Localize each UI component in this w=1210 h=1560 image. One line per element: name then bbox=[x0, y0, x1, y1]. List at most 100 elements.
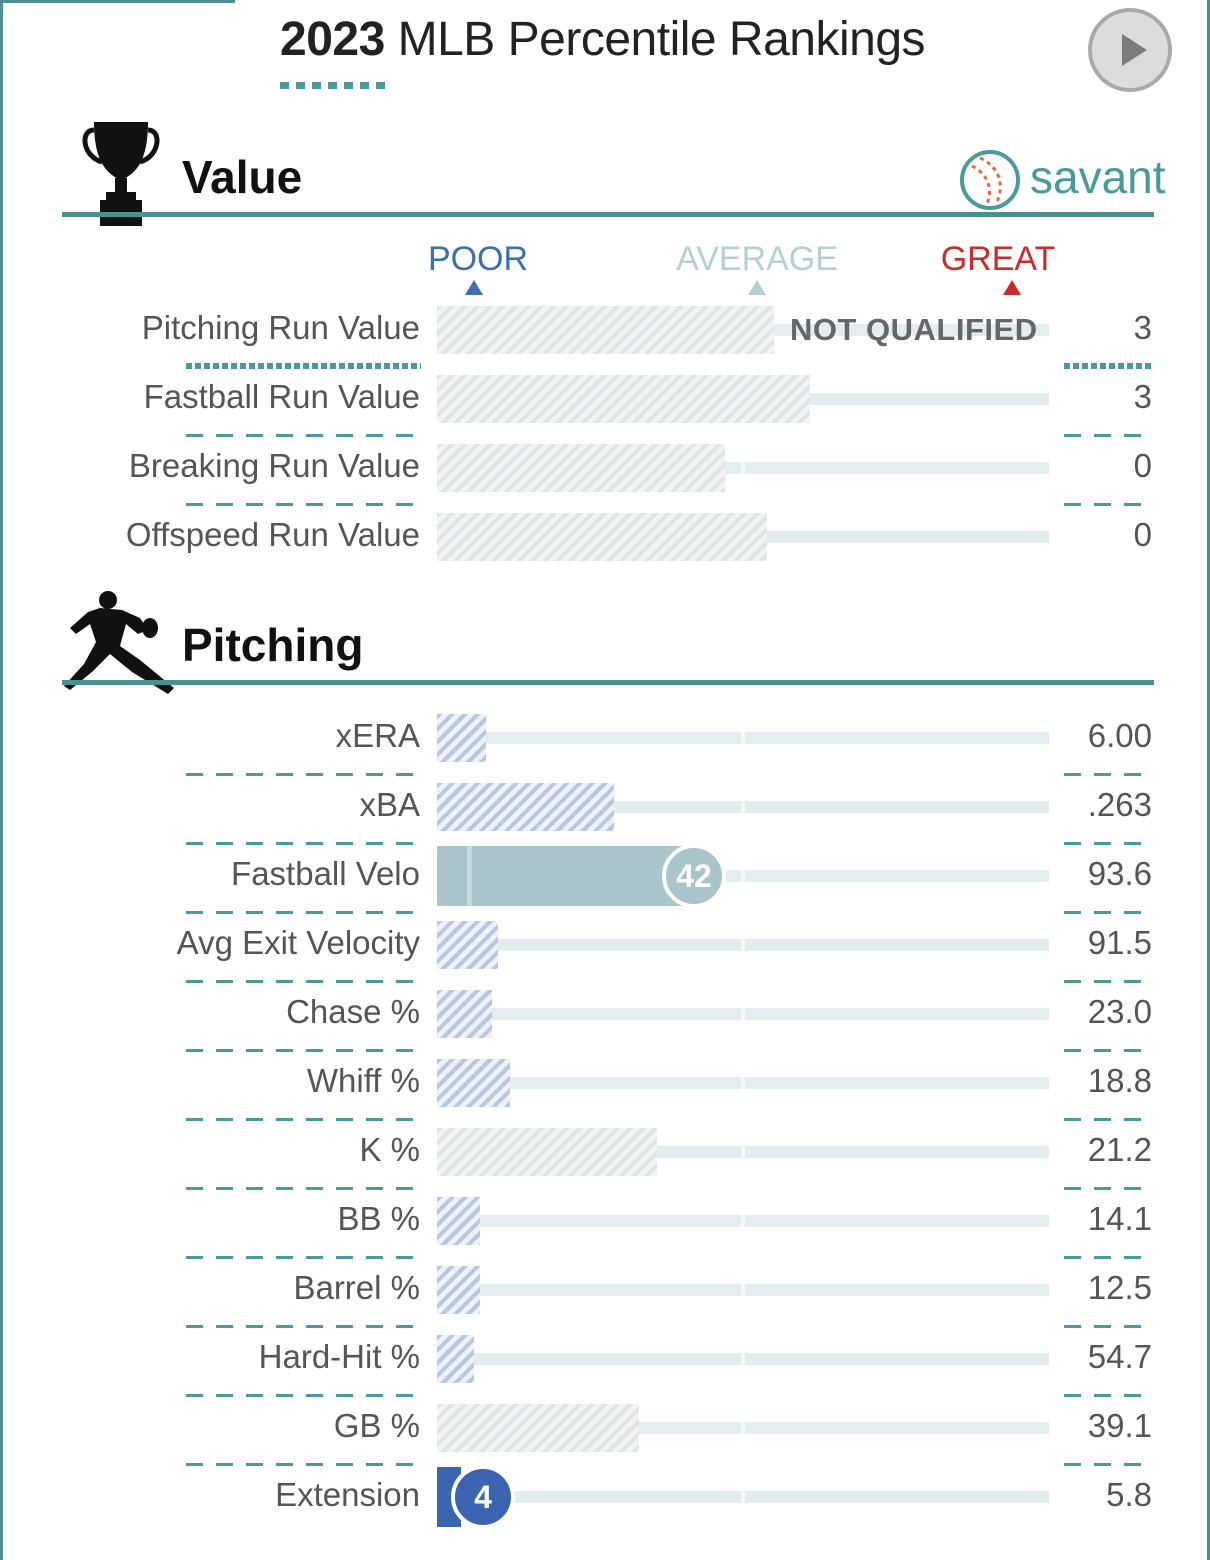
percentile-bar-fastball-velo[interactable] bbox=[437, 846, 694, 906]
frame-top-border bbox=[0, 0, 235, 3]
frame-right-border bbox=[1207, 0, 1210, 1560]
not-qualified-label: NOT QUALIFIED bbox=[790, 312, 1038, 347]
baseball-icon bbox=[960, 150, 1020, 210]
savant-brand[interactable]: savant bbox=[1030, 151, 1166, 203]
track-midpoint bbox=[741, 1353, 745, 1365]
row-value-k: 21.2 bbox=[1087, 1131, 1152, 1168]
row-separator-left bbox=[186, 773, 421, 776]
row-label-xba: xBA bbox=[359, 786, 420, 823]
play-button[interactable] bbox=[1088, 8, 1172, 92]
row-value-bb: 14.1 bbox=[1087, 1200, 1152, 1237]
row-separator-left bbox=[186, 1256, 421, 1259]
row-separator-left bbox=[186, 503, 421, 506]
row-separator-left bbox=[186, 1394, 421, 1397]
page-title: 2023 MLB Percentile Rankings bbox=[280, 12, 926, 67]
row-separator-left bbox=[186, 1049, 421, 1052]
row-separator-right bbox=[1064, 980, 1154, 983]
row-separator-right bbox=[1064, 773, 1154, 776]
row-label-k: K % bbox=[359, 1131, 420, 1168]
row-label-whiff: Whiff % bbox=[306, 1062, 420, 1099]
track-midpoint bbox=[741, 870, 745, 882]
percentile-bar-bb[interactable] bbox=[437, 1197, 480, 1245]
row-value-hard-hit: 54.7 bbox=[1087, 1338, 1152, 1375]
row-value-xera: 6.00 bbox=[1087, 717, 1152, 754]
percentile-bar-offspeed-run-value[interactable] bbox=[437, 513, 767, 561]
title-year: 2023 bbox=[280, 13, 385, 66]
track-midpoint bbox=[741, 801, 745, 813]
row-separator-left bbox=[186, 842, 421, 845]
percentile-bar-k[interactable] bbox=[437, 1128, 657, 1176]
percentile-bar-avg-exit-velocity[interactable] bbox=[437, 921, 498, 969]
row-separator-left bbox=[186, 1325, 421, 1328]
track-midpoint bbox=[741, 1215, 745, 1227]
percentile-bar-pitching-run-value[interactable] bbox=[437, 306, 774, 354]
title-underline bbox=[280, 82, 390, 89]
pitcher-icon bbox=[64, 591, 174, 694]
row-value-gb: 39.1 bbox=[1087, 1407, 1152, 1444]
percentile-bar-xba[interactable] bbox=[437, 783, 614, 831]
average-arrow-icon bbox=[748, 280, 766, 295]
row-value-pitching-run-value: 3 bbox=[1133, 309, 1152, 346]
row-label-hard-hit: Hard-Hit % bbox=[258, 1338, 420, 1375]
row-separator-left bbox=[186, 434, 421, 437]
row-label-xera: xERA bbox=[335, 717, 420, 754]
track-midpoint bbox=[741, 1491, 745, 1503]
row-label-extension: Extension bbox=[275, 1476, 420, 1513]
row-label-fastball-run-value: Fastball Run Value bbox=[143, 378, 420, 415]
row-separator-right bbox=[1064, 503, 1154, 506]
great-arrow-icon bbox=[1003, 280, 1021, 295]
percentile-badge-extension: 4 bbox=[451, 1465, 515, 1529]
percentile-bar-chase[interactable] bbox=[437, 990, 492, 1038]
title-text: MLB Percentile Rankings bbox=[384, 13, 926, 66]
play-icon bbox=[1122, 34, 1147, 66]
section-title-pitching: Pitching bbox=[182, 619, 364, 671]
track-midpoint bbox=[741, 1008, 745, 1020]
row-value-avg-exit-velocity: 91.5 bbox=[1087, 924, 1152, 961]
percentile-bar-breaking-run-value[interactable] bbox=[437, 444, 725, 492]
row-value-breaking-run-value: 0 bbox=[1133, 447, 1152, 484]
row-label-gb: GB % bbox=[333, 1407, 420, 1444]
row-separator-left bbox=[186, 363, 421, 369]
track-midpoint bbox=[741, 1146, 745, 1158]
track-midpoint bbox=[741, 1422, 745, 1434]
scale-label-average: AVERAGE bbox=[676, 240, 838, 278]
percentile-bar-fastball-run-value[interactable] bbox=[437, 375, 810, 423]
row-label-pitching-run-value: Pitching Run Value bbox=[141, 309, 420, 346]
row-value-whiff: 18.8 bbox=[1087, 1062, 1152, 1099]
row-value-xba: .263 bbox=[1087, 786, 1152, 823]
row-label-chase: Chase % bbox=[286, 993, 420, 1030]
row-label-offspeed-run-value: Offspeed Run Value bbox=[125, 516, 420, 553]
row-separator-right bbox=[1064, 1394, 1154, 1397]
row-separator-right bbox=[1064, 842, 1154, 845]
scale-label-great: GREAT bbox=[940, 240, 1056, 278]
row-label-avg-exit-velocity: Avg Exit Velocity bbox=[176, 924, 420, 961]
row-value-offspeed-run-value: 0 bbox=[1133, 516, 1152, 553]
row-value-fastball-run-value: 3 bbox=[1133, 378, 1152, 415]
row-separator-right bbox=[1064, 1118, 1154, 1121]
percentile-bar-barrel[interactable] bbox=[437, 1266, 480, 1314]
frame-left-border bbox=[0, 0, 3, 1560]
percentile-bar-hard-hit[interactable] bbox=[437, 1335, 474, 1383]
row-label-fastball-velo: Fastball Velo bbox=[231, 855, 420, 892]
row-value-barrel: 12.5 bbox=[1087, 1269, 1152, 1306]
percentile-bar-xera[interactable] bbox=[437, 714, 486, 762]
section-rule-value bbox=[62, 212, 1154, 217]
row-separator-right bbox=[1064, 1049, 1154, 1052]
percentile-bar-gb[interactable] bbox=[437, 1404, 639, 1452]
track-midpoint bbox=[741, 939, 745, 951]
row-value-chase: 23.0 bbox=[1087, 993, 1152, 1030]
row-label-barrel: Barrel % bbox=[293, 1269, 420, 1306]
section-title-value: Value bbox=[182, 151, 303, 203]
percentile-bar-whiff[interactable] bbox=[437, 1059, 510, 1107]
row-separator-left bbox=[186, 1118, 421, 1121]
bar-segment-tick bbox=[467, 846, 472, 906]
row-separator-right bbox=[1064, 1187, 1154, 1190]
row-value-extension: 5.8 bbox=[1106, 1476, 1152, 1513]
row-separator-right bbox=[1064, 1256, 1154, 1259]
poor-arrow-icon bbox=[465, 280, 483, 295]
row-separator-right bbox=[1064, 434, 1154, 437]
row-label-bb: BB % bbox=[337, 1200, 420, 1237]
row-separator-left bbox=[186, 980, 421, 983]
row-separator-left bbox=[186, 1187, 421, 1190]
